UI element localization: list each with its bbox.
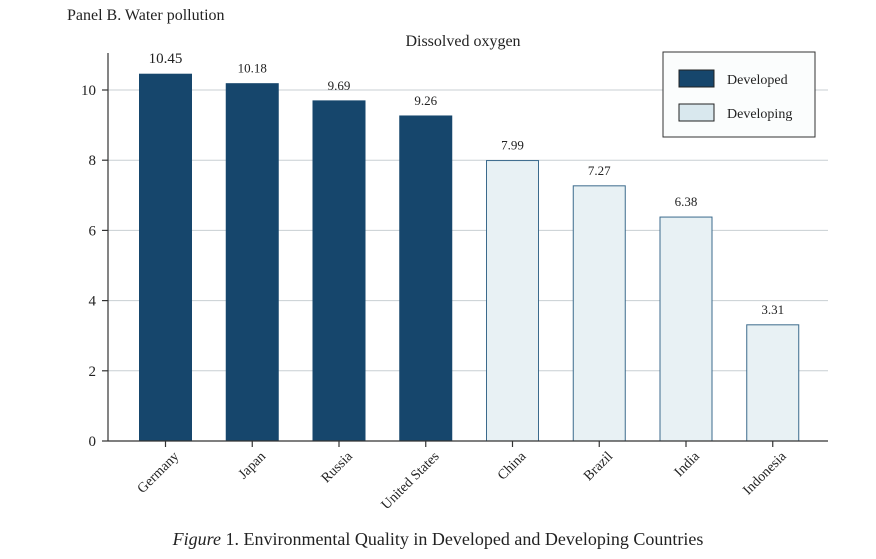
bar-value-label: 7.27 — [588, 163, 611, 178]
panel-label: Panel B. Water pollution — [67, 7, 225, 24]
bar — [746, 324, 800, 442]
bar — [139, 73, 192, 442]
axes — [107, 53, 828, 442]
bar-value-label: 10.45 — [149, 51, 183, 67]
bar-value-label: 3.31 — [761, 302, 784, 317]
x-tick-label: Indonesia — [740, 449, 790, 499]
x-tick-label: United States — [379, 449, 443, 513]
x-tick-label: Russia — [319, 449, 357, 487]
bar-value-label: 10.18 — [238, 61, 267, 76]
caption-figure-word: Figure — [172, 529, 221, 549]
bar — [659, 216, 713, 442]
x-tick-label: China — [495, 449, 530, 484]
legend-swatch-developing — [678, 103, 715, 122]
legend-label-developed: Developed — [727, 73, 788, 88]
bar-value-label: 9.69 — [328, 78, 351, 93]
legend-box — [662, 51, 816, 138]
y-tick-label: 10 — [81, 83, 96, 99]
legend-label-developing: Developing — [727, 107, 792, 122]
x-tick-label: Brazil — [581, 449, 616, 484]
bar — [486, 160, 539, 442]
legend: Developed Developing — [662, 51, 816, 138]
chart-title: Dissolved oxygen — [405, 33, 520, 50]
x-tick-label: Japan — [236, 449, 269, 482]
bar — [225, 83, 279, 442]
y-tick-label: 4 — [89, 294, 97, 310]
bar-value-label: 7.99 — [501, 138, 524, 153]
bar — [399, 115, 453, 442]
y-tick-label: 0 — [89, 434, 97, 450]
y-tick-label: 8 — [89, 153, 97, 169]
y-tick-label: 6 — [89, 223, 97, 239]
figure-caption: Figure 1. Environmental Quality in Devel… — [0, 529, 876, 550]
bar-value-label: 9.26 — [414, 93, 437, 108]
y-tick-label: 2 — [89, 364, 97, 380]
x-tick-labels: Germany Japan Russia United States China Braz… — [135, 441, 790, 513]
x-tick-label: India — [672, 449, 704, 481]
caption-text: 1. Environmental Quality in Developed an… — [220, 529, 704, 549]
y-ticks: 0 2 4 6 8 10 — [81, 83, 108, 450]
bar — [572, 185, 626, 442]
x-tick-label: Germany — [135, 449, 182, 496]
bar — [312, 100, 366, 442]
bar-chart: Dissolved oxygen 10.45 10.18 9.69 9.26 7.99 7… — [81, 33, 828, 513]
legend-swatch-developed — [678, 69, 715, 88]
bar-value-label: 6.38 — [675, 194, 698, 209]
